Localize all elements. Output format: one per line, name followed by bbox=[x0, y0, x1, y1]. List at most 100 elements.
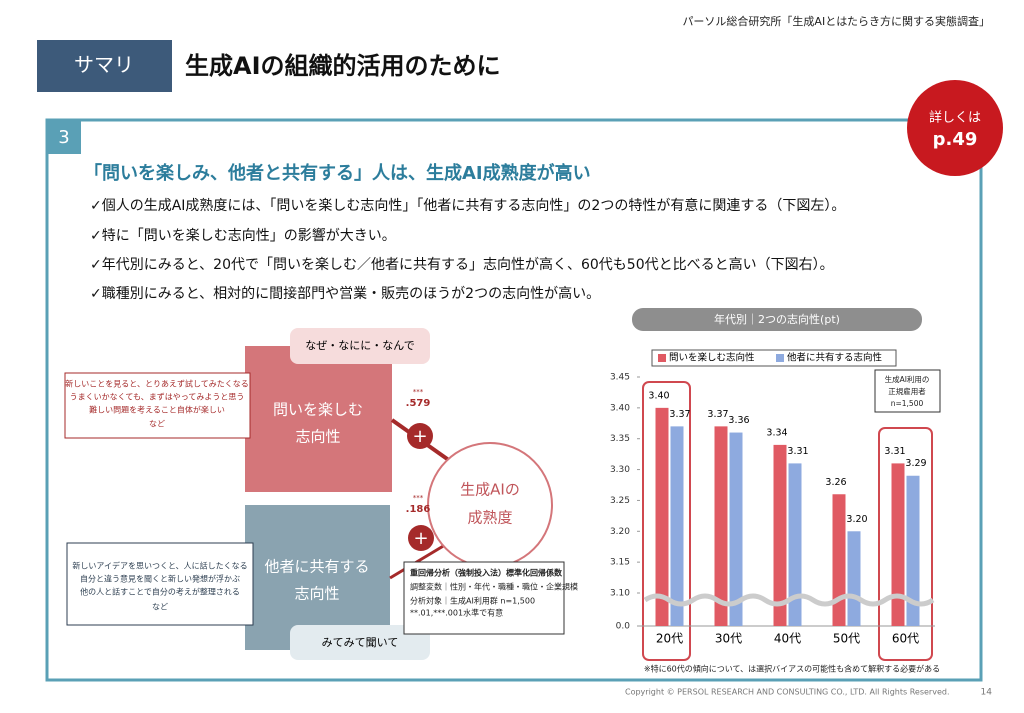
legend-box bbox=[651, 349, 897, 367]
plus: + bbox=[412, 426, 427, 447]
note: 分析対象｜生成AI利用群 n=1,500 bbox=[410, 596, 535, 606]
value-label: 3.20 bbox=[846, 514, 867, 525]
box-text: など bbox=[149, 420, 165, 429]
section-number: 3 bbox=[58, 127, 69, 148]
stars: *** bbox=[413, 388, 424, 396]
plus: + bbox=[413, 528, 428, 549]
badge-page: p.49 bbox=[933, 129, 978, 150]
bullet: ✓年代別にみると、20代で「問いを楽しむ／他者に共有する」志向性が高く、60代も… bbox=[90, 256, 834, 273]
value-label: 3.37 bbox=[707, 409, 728, 420]
node-top bbox=[245, 346, 392, 492]
text-box bbox=[66, 542, 254, 626]
tag-box bbox=[37, 40, 172, 92]
legend-swatch bbox=[776, 354, 784, 362]
y-tick-label: 0.0 bbox=[616, 622, 631, 632]
highlight bbox=[878, 427, 933, 661]
value-label: 3.34 bbox=[766, 427, 787, 438]
badge bbox=[907, 80, 1003, 176]
legend-swatch bbox=[658, 354, 666, 362]
legend-label: 問いを楽しむ志向性 bbox=[669, 352, 755, 364]
y-tick-label: 3.40 bbox=[610, 403, 630, 413]
copyright: Copyright © PERSOL RESEARCH AND CONSULTI… bbox=[625, 688, 950, 697]
x-tick-label: 40代 bbox=[774, 632, 801, 646]
y-tick-label: 3.45 bbox=[610, 373, 630, 383]
bar bbox=[714, 426, 728, 626]
chart-title-pill bbox=[632, 308, 922, 331]
bar bbox=[670, 426, 684, 626]
box-text: うまくいかなくても、まずはやってみようと思う bbox=[70, 392, 245, 402]
bubble-text: みてみて聞いて bbox=[322, 636, 399, 649]
bullet: ✓個人の生成AI成熟度には、「問いを楽しむ志向性」「他者に共有する志向性」の2つ… bbox=[90, 197, 845, 214]
x-tick-label: 60代 bbox=[892, 632, 919, 646]
bar bbox=[906, 475, 920, 626]
value-label: 3.37 bbox=[669, 409, 690, 420]
box-text: 新しいことを見ると、とりあえず試してみたくなる bbox=[65, 379, 248, 389]
note: **.01,***.001水準で有意 bbox=[410, 608, 503, 618]
sample-note: n=1,500 bbox=[891, 399, 924, 408]
box-text: 自分と違う意見を聞くと新しい発想が浮かぶ bbox=[80, 574, 240, 584]
number-box bbox=[47, 120, 81, 154]
note: 調整変数｜性別・年代・職種・職位・企業規模 bbox=[410, 582, 578, 592]
box-text: など bbox=[152, 603, 168, 612]
sample-box bbox=[874, 369, 941, 413]
coefficient: .579 bbox=[406, 398, 431, 409]
box-text: 他の人と話すことで自分の考えが整理される bbox=[80, 587, 240, 597]
note: 重回帰分析（強制投入法）標準化回帰係数 bbox=[410, 568, 563, 578]
target bbox=[427, 442, 553, 568]
value-label: 3.29 bbox=[905, 458, 926, 469]
box-text: 新しいアイデアを思いつくと、人に話したくなる bbox=[72, 561, 247, 571]
note-box bbox=[403, 561, 565, 635]
badge-text: 詳しくは bbox=[929, 110, 981, 126]
tag: サマリ bbox=[74, 53, 134, 77]
sample-note: 正規雇用者 bbox=[888, 386, 926, 396]
box-text: 難しい問題を考えること自体が楽しい bbox=[89, 405, 225, 415]
stars: *** bbox=[413, 494, 424, 502]
chart-title: 年代別｜2つの志向性(pt) bbox=[714, 312, 840, 326]
bar bbox=[847, 531, 861, 626]
y-tick-label: 3.35 bbox=[610, 434, 630, 444]
y-tick-label: 3.30 bbox=[610, 465, 630, 475]
bar bbox=[773, 444, 787, 626]
heading: 「問いを楽しみ、他者と共有する」人は、生成AI成熟度が高い bbox=[84, 162, 591, 184]
x-tick-label: 30代 bbox=[715, 632, 742, 646]
highlight bbox=[642, 381, 691, 661]
x-tick-label: 50代 bbox=[833, 632, 860, 646]
sample-note: 生成AI利用の bbox=[885, 374, 930, 384]
node-label: 問いを楽しむ bbox=[273, 401, 363, 419]
plus-circle bbox=[407, 423, 433, 449]
plus-circle bbox=[408, 525, 434, 551]
bullet: ✓職種別にみると、相対的に間接部門や営業・販売のほうが2つの志向性が高い。 bbox=[90, 285, 600, 302]
bar bbox=[832, 494, 846, 626]
chart: 0.0 3.10 3.15 3.20 3.25 3.30 3.35 3.40 3.45 20代 3.… bbox=[610, 349, 935, 646]
node-label: 他者に共有する bbox=[264, 558, 369, 576]
bar bbox=[729, 432, 743, 626]
bubble-text: なぜ・なにに・なんで bbox=[305, 339, 414, 352]
value-label: 3.31 bbox=[884, 446, 905, 457]
x-tick-label: 20代 bbox=[656, 632, 683, 646]
value-label: 3.36 bbox=[728, 415, 749, 426]
node-label: 志向性 bbox=[294, 585, 339, 603]
target-label: 生成AIの bbox=[460, 481, 520, 499]
legend-label: 他者に共有する志向性 bbox=[787, 352, 883, 364]
bar bbox=[655, 407, 669, 626]
y-tick-label: 3.10 bbox=[610, 589, 630, 599]
value-label: 3.40 bbox=[648, 390, 669, 401]
footnote: ※特に60代の傾向について、は選択バイアスの可能性も含めて解釈する必要がある bbox=[644, 664, 940, 674]
coefficient: .186 bbox=[406, 504, 431, 515]
value-label: 3.31 bbox=[787, 446, 808, 457]
bullet: ✓特に「問いを楽しむ志向性」の影響が大きい。 bbox=[90, 227, 396, 244]
target-label: 成熟度 bbox=[467, 509, 512, 527]
frame bbox=[45, 118, 983, 682]
y-tick-label: 3.20 bbox=[610, 527, 630, 537]
y-tick-label: 3.15 bbox=[610, 558, 630, 568]
value-label: 3.26 bbox=[825, 477, 846, 488]
source: パーソル総合研究所「生成AIとはたらき方に関する実態調査」 bbox=[682, 14, 990, 28]
bubble bbox=[290, 328, 430, 364]
title: 生成AIの組織的活用のために bbox=[185, 52, 501, 80]
page-number: 14 bbox=[981, 688, 993, 698]
y-tick-label: 3.25 bbox=[610, 496, 630, 506]
bar bbox=[891, 463, 905, 626]
text-box bbox=[64, 372, 251, 439]
bubble bbox=[290, 625, 430, 660]
